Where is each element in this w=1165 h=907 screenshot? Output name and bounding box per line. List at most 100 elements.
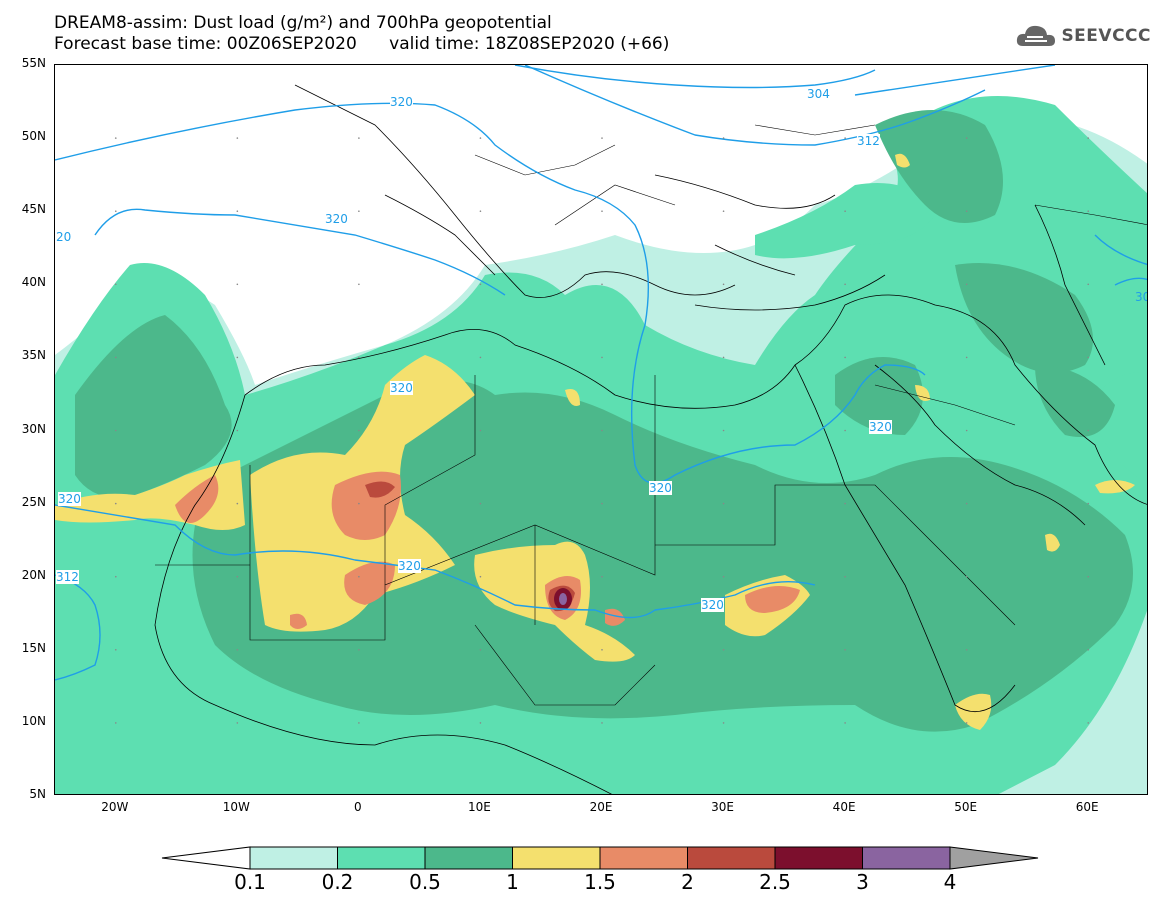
grid-dot — [358, 722, 360, 724]
grid-dot — [1087, 356, 1090, 359]
lon-tick-label: 50E — [954, 800, 978, 814]
contour-label: 320 — [869, 420, 892, 434]
grid-dot — [844, 283, 846, 286]
contour-label: 312 — [857, 134, 880, 148]
colorbar-extend-high — [949, 846, 1039, 870]
lat-tick-label: 5N — [29, 787, 46, 801]
grid-dot — [479, 722, 482, 724]
contour-label: 312 — [56, 570, 79, 584]
contour-label: 320 — [398, 559, 421, 573]
grid-dot — [844, 210, 846, 212]
lat-tick-label: 50N — [21, 129, 46, 144]
colorbar-label: 2 — [681, 870, 694, 894]
cloud-logo-icon — [1017, 25, 1056, 46]
grid-dot — [601, 649, 603, 651]
colorbar-extend-low — [161, 846, 251, 870]
grid-dot — [1087, 575, 1090, 578]
grid-dot — [844, 502, 846, 505]
contour-label: 30 — [1135, 290, 1147, 304]
country-borders — [155, 124, 1147, 706]
grid-dot — [965, 429, 968, 432]
grid-dot — [601, 356, 603, 359]
grid-dot — [844, 429, 846, 432]
grid-dot — [601, 429, 603, 432]
grid-dots — [114, 137, 1090, 724]
colorbar-label: 0.5 — [409, 870, 441, 894]
lon-tick-label: 10W — [222, 800, 250, 814]
geopotential-contours — [55, 65, 1147, 681]
grid-dot — [601, 502, 603, 505]
colorbar-swatch — [774, 846, 863, 870]
grid-dot — [114, 649, 117, 651]
colorbar-label: 2.5 — [759, 870, 791, 894]
lat-tick-label: 55N — [21, 56, 46, 70]
map-title: DREAM8-assim: Dust load (g/m²) and 700hP… — [54, 13, 552, 33]
colorbar-label: 1.5 — [584, 870, 616, 894]
lat-tick-label: 40N — [21, 275, 46, 290]
grid-dot — [358, 575, 360, 578]
colorbar — [161, 846, 1039, 870]
brand-text: SEEVCCC — [1061, 26, 1151, 46]
contour-label: 320 — [325, 212, 348, 226]
grid-dot — [1087, 137, 1090, 139]
lat-tick-label: 45N — [21, 202, 46, 217]
colorbar-swatch — [687, 846, 776, 870]
grid-dot — [1087, 502, 1090, 505]
coastlines — [154, 84, 1147, 794]
grid-dot — [965, 722, 968, 724]
lon-tick-label: 0 — [354, 800, 362, 814]
dust-field-3 — [559, 593, 567, 605]
colorbar-swatch — [249, 846, 338, 870]
colorbar-label: 4 — [943, 870, 957, 894]
grid-dot — [236, 502, 239, 505]
lat-tick-label: 30N — [21, 421, 46, 436]
grid-dot — [479, 575, 482, 578]
colorbar-swatch — [424, 846, 513, 870]
grid-dot — [722, 429, 725, 432]
grid-dot — [965, 283, 968, 286]
lon-tick-label: 20E — [589, 800, 613, 814]
lon-tick-label: 30E — [711, 800, 734, 814]
grid-dot — [236, 649, 239, 651]
grid-dot — [601, 137, 603, 139]
grid-dot — [236, 575, 239, 578]
lat-tick-label: 15N — [21, 640, 46, 655]
grid-dot — [479, 649, 482, 651]
grid-dot — [358, 210, 360, 212]
grid-dot — [722, 575, 725, 578]
grid-dot — [236, 722, 239, 724]
lon-tick-label: 60E — [1075, 800, 1099, 814]
grid-dot — [358, 356, 360, 359]
grid-dot — [601, 575, 603, 578]
colorbar-swatch — [337, 846, 426, 870]
grid-dot — [236, 429, 239, 432]
grid-dot — [844, 575, 846, 578]
colorbar-label: 1 — [506, 870, 519, 894]
contour-label: 320 — [58, 492, 81, 506]
grid-dot — [965, 356, 968, 359]
colorbar-label: 3 — [856, 870, 869, 894]
map-panel[interactable]: 320 320 320 320 320 320 320 320 312 304 … — [54, 64, 1148, 795]
grid-dot — [114, 283, 117, 286]
dust-field-0.5 — [75, 110, 1133, 732]
contour-label: 20 — [56, 230, 72, 244]
colorbar-swatch — [599, 846, 688, 870]
grid-dot — [965, 502, 968, 505]
grid-dot — [479, 137, 482, 139]
lat-tick-label: 10N — [21, 713, 46, 728]
contour-label: 304 — [807, 87, 830, 101]
brand-logo: SEEVCCC — [1015, 22, 1151, 50]
grid-dot — [479, 210, 482, 212]
lat-tick-label: 20N — [21, 567, 46, 582]
dust-map — [55, 65, 1147, 794]
grid-dot — [844, 722, 846, 724]
grid-dot — [479, 356, 482, 359]
contour-label: 320 — [390, 95, 413, 109]
grid-dot — [358, 649, 360, 651]
grid-dot — [236, 356, 239, 359]
contour-label: 320 — [649, 481, 672, 495]
grid-dot — [1087, 429, 1090, 432]
colorbar-swatch — [862, 846, 951, 870]
grid-dot — [722, 283, 725, 286]
grid-dot — [479, 502, 482, 505]
